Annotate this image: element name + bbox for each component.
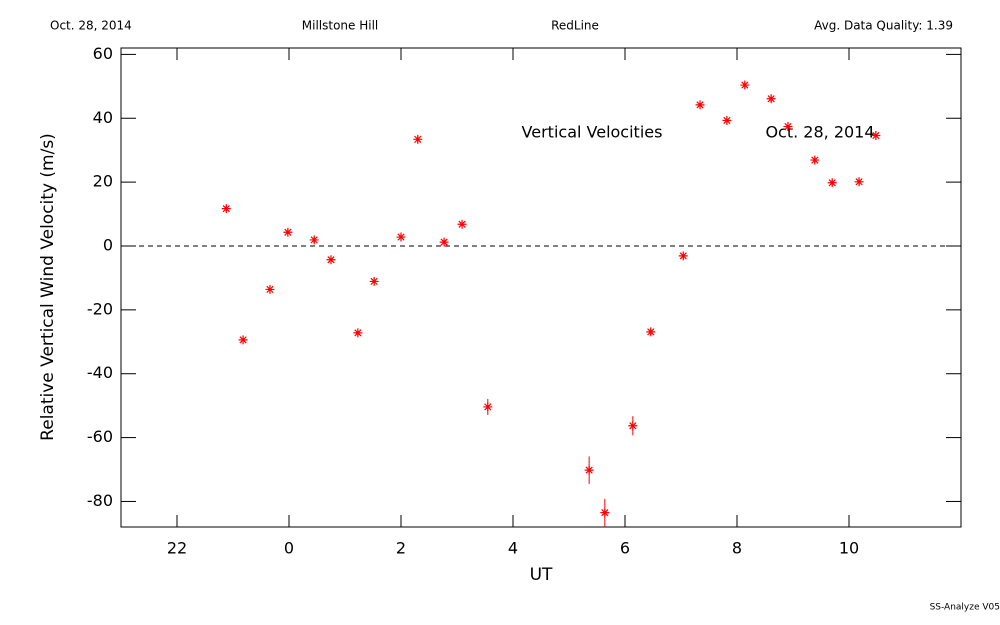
plot-frame bbox=[120, 47, 962, 528]
point bbox=[483, 402, 493, 412]
x-tick-label: 10 bbox=[839, 539, 859, 558]
point bbox=[396, 232, 406, 242]
header-quality: Avg. Data Quality: 1.39 bbox=[814, 19, 953, 33]
point bbox=[221, 204, 231, 214]
point bbox=[283, 227, 293, 237]
point bbox=[238, 335, 248, 345]
y-tick-label: -80 bbox=[87, 491, 113, 510]
header-line: RedLine bbox=[551, 19, 599, 33]
point bbox=[854, 177, 864, 187]
y-axis-label: Relative Vertical Wind Velocity (m/s) bbox=[38, 133, 58, 441]
point bbox=[871, 130, 881, 140]
point bbox=[646, 327, 656, 337]
x-tick-label: 6 bbox=[620, 539, 630, 558]
y-tick-label: 40 bbox=[93, 108, 113, 127]
header-date: Oct. 28, 2014 bbox=[50, 19, 132, 33]
x-axis-label: UT bbox=[530, 565, 553, 585]
y-tick-label: -20 bbox=[87, 299, 113, 318]
y-tick-label: -60 bbox=[87, 427, 113, 446]
point bbox=[740, 80, 750, 90]
point bbox=[265, 284, 275, 294]
header-site: Millstone Hill bbox=[302, 19, 378, 33]
point bbox=[309, 235, 319, 245]
y-tick-label: -40 bbox=[87, 363, 113, 382]
point bbox=[695, 100, 705, 110]
x-tick-label: 2 bbox=[396, 539, 406, 558]
x-tick-label: 8 bbox=[732, 539, 742, 558]
x-tick-label: 4 bbox=[508, 539, 518, 558]
point bbox=[766, 94, 776, 104]
y-tick-label: 20 bbox=[93, 172, 113, 191]
annotation: Oct. 28, 2014 bbox=[765, 123, 874, 142]
footer: SS-Analyze V05 bbox=[930, 603, 1000, 613]
point bbox=[678, 251, 688, 261]
y-tick-label: 60 bbox=[93, 44, 113, 63]
point bbox=[457, 219, 467, 229]
annotation: Vertical Velocities bbox=[522, 123, 663, 142]
point bbox=[326, 255, 336, 265]
y-tick-label: 0 bbox=[103, 235, 113, 254]
point bbox=[810, 155, 820, 165]
point bbox=[413, 134, 423, 144]
point bbox=[783, 122, 793, 132]
point bbox=[439, 237, 449, 247]
point bbox=[369, 276, 379, 286]
point bbox=[628, 421, 638, 431]
point bbox=[353, 328, 363, 338]
x-tick-label: 0 bbox=[284, 539, 294, 558]
point bbox=[722, 115, 732, 125]
point bbox=[827, 178, 837, 188]
point bbox=[584, 465, 594, 475]
point bbox=[600, 508, 610, 518]
x-tick-label: 22 bbox=[167, 539, 187, 558]
